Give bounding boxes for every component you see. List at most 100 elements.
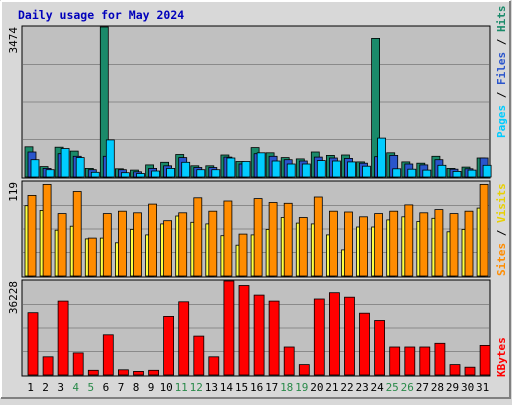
bar-pages-day-22 (347, 161, 356, 178)
bar-pages-day-5 (90, 171, 100, 178)
bar-pages-day-17 (271, 160, 281, 178)
bar-kbytes-day-6 (102, 334, 114, 376)
bar-pages-day-27 (422, 169, 432, 178)
day-label-5: 5 (87, 381, 94, 394)
legend-part-1-1: / (495, 223, 508, 243)
legend-part-2-0: KBytes (495, 337, 508, 377)
bar-kbytes-day-13 (208, 356, 220, 376)
bar-pages-day-4 (75, 157, 85, 178)
bar-pages-day-23 (362, 165, 371, 178)
bar-sites-day-13 (208, 210, 218, 277)
bar-sites-day-29 (449, 213, 459, 277)
bar-sites-day-24 (374, 213, 384, 277)
bar-pages-day-1 (30, 159, 40, 178)
bar-pages-day-6 (105, 139, 115, 178)
bar-sites-day-2 (42, 183, 52, 277)
legend-part-1-2: Visits (495, 183, 508, 223)
bar-kbytes-day-14 (223, 280, 235, 376)
bar-pages-day-2 (45, 169, 55, 178)
bar-pages-day-31 (482, 164, 492, 178)
bar-kbytes-day-3 (57, 300, 69, 376)
bar-kbytes-day-31 (479, 344, 491, 376)
bar-sites-day-22 (344, 211, 353, 277)
bar-pages-day-18 (286, 163, 296, 178)
day-label-18: 18 (280, 381, 293, 394)
day-label-8: 8 (133, 381, 140, 394)
bar-kbytes-day-17 (268, 300, 280, 376)
bar-kbytes-day-11 (178, 301, 190, 376)
day-label-2: 2 (42, 381, 49, 394)
bar-sites-day-28 (434, 209, 444, 277)
bar-kbytes-day-21 (328, 292, 340, 376)
bar-sites-day-15 (238, 233, 248, 277)
bar-sites-day-14 (223, 200, 233, 277)
bar-kbytes-day-30 (464, 366, 476, 376)
legend-part-0-4: Hits (495, 6, 508, 33)
day-label-3: 3 (57, 381, 64, 394)
bar-kbytes-day-16 (253, 294, 265, 376)
day-label-6: 6 (103, 381, 110, 394)
bar-pages-day-19 (301, 163, 311, 178)
bar-kbytes-day-18 (283, 346, 295, 376)
bar-pages-day-15 (241, 161, 251, 178)
bar-pages-day-9 (151, 170, 161, 178)
bar-kbytes-day-27 (419, 346, 431, 376)
day-label-14: 14 (220, 381, 234, 394)
day-label-28: 28 (431, 381, 444, 394)
bar-kbytes-day-29 (449, 364, 461, 376)
bar-sites-day-7 (118, 210, 127, 277)
bar-sites-day-8 (133, 212, 142, 277)
bar-sites-day-21 (328, 210, 338, 277)
bar-sites-day-12 (193, 197, 203, 277)
bar-sites-day-10 (163, 220, 173, 277)
legend-part-0-1: / (495, 85, 508, 105)
bar-sites-day-5 (87, 237, 97, 277)
day-label-30: 30 (461, 381, 474, 394)
bar-kbytes-day-9 (148, 369, 160, 376)
day-label-22: 22 (340, 381, 353, 394)
bar-sites-day-17 (268, 202, 278, 277)
visits-legend: Sites / Visits (495, 183, 508, 276)
bar-kbytes-day-8 (133, 370, 144, 376)
hits-ymax-label: 3474 (7, 27, 20, 54)
bar-pages-day-20 (316, 160, 326, 178)
bar-pages-day-13 (211, 169, 221, 178)
hits-legend: Pages / Files / Hits (495, 6, 508, 139)
bar-kbytes-day-20 (313, 298, 325, 376)
bar-sites-day-3 (57, 213, 67, 277)
bar-sites-day-11 (178, 212, 188, 277)
day-label-27: 27 (416, 381, 429, 394)
bar-pages-day-26 (407, 168, 417, 178)
bar-pages-day-11 (181, 161, 191, 178)
day-label-15: 15 (235, 381, 248, 394)
day-label-7: 7 (118, 381, 125, 394)
bar-pages-day-25 (392, 168, 402, 178)
bar-sites-day-20 (313, 196, 323, 277)
day-label-4: 4 (72, 381, 79, 394)
bar-kbytes-day-4 (72, 352, 84, 376)
day-label-23: 23 (355, 381, 368, 394)
day-label-12: 12 (190, 381, 203, 394)
bar-kbytes-day-2 (42, 356, 54, 376)
bar-kbytes-day-28 (434, 342, 446, 376)
day-label-11: 11 (175, 381, 188, 394)
day-label-17: 17 (265, 381, 278, 394)
bar-pages-day-7 (121, 172, 130, 178)
chart-title: Daily usage for May 2024 (18, 8, 184, 22)
bar-pages-day-16 (256, 152, 266, 178)
day-labels: 1 2 3 4 5 6 7 8 9 10 11 12 13 14 15 16 17 18 19 20 21 22 23 24 2… (27, 381, 489, 394)
bar-pages-day-21 (331, 160, 341, 178)
bar-sites-day-4 (72, 191, 82, 277)
kbytes-ymax-label: 36228 (7, 281, 20, 314)
bar-pages-day-8 (136, 173, 145, 178)
day-label-29: 29 (446, 381, 459, 394)
day-label-13: 13 (205, 381, 218, 394)
day-label-26: 26 (401, 381, 414, 394)
day-label-9: 9 (148, 381, 155, 394)
bar-sites-day-23 (359, 216, 368, 277)
bar-kbytes-day-12 (193, 335, 205, 376)
day-label-24: 24 (370, 381, 384, 394)
bar-pages-day-12 (196, 169, 206, 178)
